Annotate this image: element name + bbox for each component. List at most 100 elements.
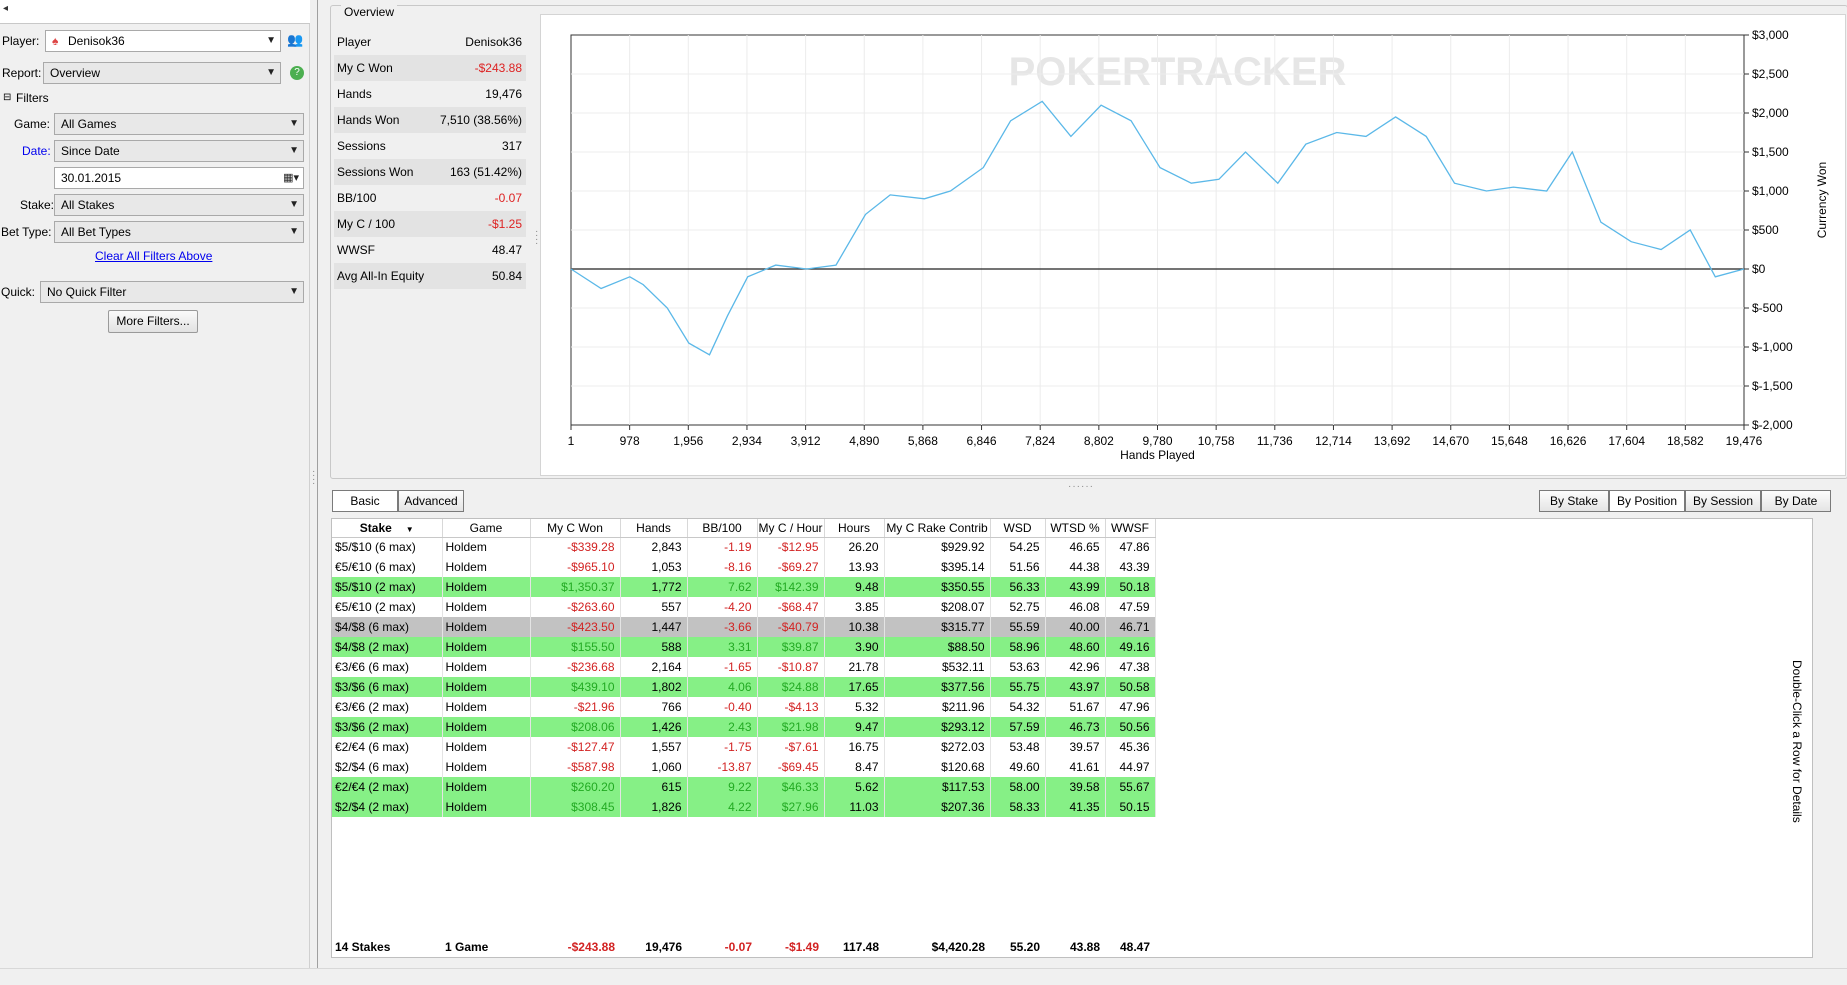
column-header[interactable]: My C / Hour [757, 519, 825, 538]
table-row[interactable]: $3/$6 (6 max) Holdem $439.10 1,802 4.06 $24.8… [332, 677, 1156, 697]
stat-row: Avg All-In Equity 50.84 [334, 263, 526, 289]
tab-by-date[interactable]: By Date [1761, 490, 1831, 512]
x-tick-label: 3,912 [791, 434, 821, 448]
column-header[interactable]: My C Won [530, 519, 621, 538]
tab-advanced[interactable]: Advanced [398, 490, 464, 512]
date-select[interactable]: Since Date ▼ [54, 140, 304, 162]
table-cell: 56.33 [990, 577, 1046, 597]
table-cell: $155.50 [530, 637, 621, 657]
collapse-minus-icon[interactable]: ⊟ [3, 92, 12, 103]
totals-row: 14 Stakes 1 Game -$243.88 19,476 -0.07 -$1.49… [332, 936, 1155, 958]
stat-label: BB/100 [337, 191, 377, 205]
game-select[interactable]: All Games ▼ [54, 113, 304, 135]
tab-basic[interactable]: Basic [332, 490, 398, 512]
tab-by-position[interactable]: By Position [1609, 490, 1685, 512]
stake-select[interactable]: All Stakes ▼ [54, 194, 304, 216]
table-row[interactable]: $5/$10 (2 max) Holdem $1,350.37 1,772 7.62 $1… [332, 577, 1156, 597]
table-row[interactable]: $2/$4 (6 max) Holdem -$587.98 1,060 -13.87 -$… [332, 757, 1156, 777]
overview-title: Overview [341, 5, 398, 19]
y-tick-label: $3,000 [1752, 28, 1789, 42]
table-cell: 50.15 [1105, 797, 1156, 817]
calendar-icon[interactable]: ▦▾ [283, 172, 299, 184]
table-cell: 48.60 [1045, 637, 1106, 657]
table-cell: €3/€6 (6 max) [332, 657, 443, 677]
table-cell: 21.78 [824, 657, 885, 677]
totals-cell: 19,476 [645, 940, 682, 954]
totals-table: 14 Stakes 1 Game -$243.88 19,476 -0.07 -$1.49… [332, 936, 1155, 958]
table-cell: -$339.28 [530, 537, 621, 557]
quick-label: Quick: [1, 285, 36, 299]
clear-filters-link[interactable]: Clear All Filters Above [95, 249, 213, 263]
table-cell: 16.75 [824, 737, 885, 757]
bet-type-select[interactable]: All Bet Types ▼ [54, 221, 304, 243]
table-row[interactable]: $3/$6 (2 max) Holdem $208.06 1,426 2.43 $21.9… [332, 717, 1156, 737]
panel-splitter[interactable]: · · · · [310, 0, 318, 985]
game-value: All Games [61, 117, 117, 131]
table-cell: 557 [620, 597, 688, 617]
table-cell: 615 [620, 777, 688, 797]
help-icon[interactable]: ? [290, 66, 304, 80]
table-cell: $207.36 [884, 797, 991, 817]
status-bar [0, 968, 1847, 985]
table-row[interactable]: $5/$10 (6 max) Holdem -$339.28 2,843 -1.19 -$… [332, 537, 1156, 557]
x-tick-label: 5,868 [908, 434, 938, 448]
column-header[interactable]: My C Rake Contrib [884, 519, 991, 538]
table-row[interactable]: $4/$8 (6 max) Holdem -$423.50 1,447 -3.66 -$4… [332, 617, 1156, 637]
x-axis-label: Hands Played [1120, 448, 1195, 462]
report-select[interactable]: Overview ▼ [43, 62, 281, 84]
x-tick-label: 19,476 [1726, 434, 1763, 448]
collapse-arrow-icon[interactable]: ◂ [3, 3, 9, 14]
more-filters-button[interactable]: More Filters... [108, 310, 198, 333]
table-cell: 47.38 [1105, 657, 1156, 677]
totals-cell: -$243.88 [567, 940, 615, 954]
totals-cell: 117.48 [842, 940, 879, 954]
table-row[interactable]: €3/€6 (6 max) Holdem -$236.68 2,164 -1.65 -$1… [332, 657, 1156, 677]
table-cell: $308.45 [530, 797, 621, 817]
tab-by-stake[interactable]: By Stake [1539, 490, 1609, 512]
filter-toolbar: ◂ [0, 0, 310, 24]
table-cell: -$236.68 [530, 657, 621, 677]
table-row[interactable]: €5/€10 (6 max) Holdem -$965.10 1,053 -8.16 -$… [332, 557, 1156, 577]
table-cell: $293.12 [884, 717, 991, 737]
series-line [570, 100, 1745, 356]
x-tick-label: 15,648 [1491, 434, 1528, 448]
table-cell: 47.86 [1105, 537, 1156, 557]
column-header[interactable]: WSD [990, 519, 1046, 538]
x-tick-label: 7,824 [1025, 434, 1055, 448]
column-header[interactable]: Hands [620, 519, 688, 538]
stat-row: Hands 19,476 [334, 81, 526, 107]
player-select[interactable]: ♠ Denisok36 ▼ [45, 30, 281, 52]
tab-by-session[interactable]: By Session [1685, 490, 1761, 512]
column-header[interactable]: WWSF [1105, 519, 1156, 538]
column-header[interactable]: BB/100 [687, 519, 758, 538]
column-header[interactable]: Hours [824, 519, 885, 538]
horizontal-splitter-grip-icon[interactable]: ······ [1068, 481, 1094, 492]
x-tick-label: 9,780 [1142, 434, 1172, 448]
table-cell: Holdem [442, 777, 531, 797]
table-row[interactable]: €5/€10 (2 max) Holdem -$263.60 557 -4.20 -$68… [332, 597, 1156, 617]
table-cell: 58.96 [990, 637, 1046, 657]
table-row[interactable]: $2/$4 (2 max) Holdem $308.45 1,826 4.22 $27.9… [332, 797, 1156, 817]
stats-splitter-grip-icon[interactable]: · · · · [535, 226, 539, 249]
column-header[interactable]: Game [442, 519, 531, 538]
table-row[interactable]: €2/€4 (6 max) Holdem -$127.47 1,557 -1.75 -$7… [332, 737, 1156, 757]
table-row[interactable]: €3/€6 (2 max) Holdem -$21.96 766 -0.40 -$4.13… [332, 697, 1156, 717]
quick-filter-select[interactable]: No Quick Filter ▼ [40, 281, 304, 303]
player-manage-icon[interactable]: 👥 [287, 32, 304, 47]
table-cell: 57.59 [990, 717, 1046, 737]
column-header[interactable]: Stake ▼ [332, 519, 443, 538]
table-row[interactable]: €2/€4 (2 max) Holdem $260.20 615 9.22 $46.33 5… [332, 777, 1156, 797]
stat-row: My C / 100 -$1.25 [334, 211, 526, 237]
totals-cell: 48.47 [1119, 940, 1150, 954]
column-header[interactable]: WTSD % [1045, 519, 1106, 538]
stat-value: 317 [501, 139, 522, 153]
table-cell: Holdem [442, 737, 531, 757]
table-cell: -$69.27 [757, 557, 825, 577]
table-cell: 43.97 [1045, 677, 1106, 697]
table-cell: 39.57 [1045, 737, 1106, 757]
date-input[interactable]: 30.01.2015 ▦▾ [54, 167, 304, 189]
table-row[interactable]: $4/$8 (2 max) Holdem $155.50 588 3.31 $39.87 3… [332, 637, 1156, 657]
table-cell: 3.31 [687, 637, 758, 657]
table-cell: -$263.60 [530, 597, 621, 617]
chart-svg: POKERTRACKER 1 978 1,956 2,934 3,912 4,890 5,86… [568, 28, 1829, 462]
